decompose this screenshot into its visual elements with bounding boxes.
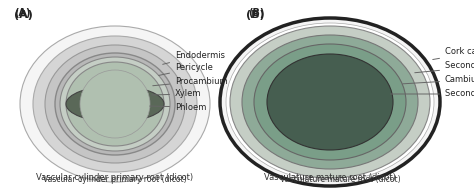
Ellipse shape <box>226 23 434 181</box>
Text: Secondary xylem: Secondary xylem <box>391 89 474 98</box>
Text: Vascular cylinder primary root (dicot): Vascular cylinder primary root (dicot) <box>36 173 193 182</box>
Text: Pericycle: Pericycle <box>159 64 213 75</box>
Ellipse shape <box>66 86 164 122</box>
Ellipse shape <box>267 54 393 150</box>
Text: Phloem: Phloem <box>150 103 206 112</box>
Text: Xylem: Xylem <box>152 89 201 98</box>
Text: Vascular cylinder primary root (dicot): Vascular cylinder primary root (dicot) <box>43 175 187 184</box>
Text: Vasculature mature root (dicot): Vasculature mature root (dicot) <box>280 175 401 184</box>
Text: Endodermis: Endodermis <box>163 50 225 64</box>
Ellipse shape <box>45 45 185 163</box>
Ellipse shape <box>33 36 197 172</box>
Text: (A): (A) <box>14 10 33 20</box>
Ellipse shape <box>55 53 175 155</box>
Text: Vasculature mature root (dicot): Vasculature mature root (dicot) <box>264 173 396 182</box>
Text: Cambium: Cambium <box>403 75 474 84</box>
Text: (A): (A) <box>14 8 30 18</box>
Ellipse shape <box>230 26 430 178</box>
Ellipse shape <box>242 35 418 169</box>
Ellipse shape <box>60 57 170 151</box>
Text: (B): (B) <box>248 8 264 18</box>
Ellipse shape <box>80 70 150 138</box>
Text: Procambium: Procambium <box>153 76 228 86</box>
Text: (B): (B) <box>246 10 265 20</box>
Ellipse shape <box>20 26 210 182</box>
Ellipse shape <box>66 62 164 146</box>
Text: Secondary phloem: Secondary phloem <box>415 61 474 73</box>
Ellipse shape <box>220 18 440 186</box>
Text: Cork cambium: Cork cambium <box>433 47 474 60</box>
Ellipse shape <box>254 44 406 160</box>
